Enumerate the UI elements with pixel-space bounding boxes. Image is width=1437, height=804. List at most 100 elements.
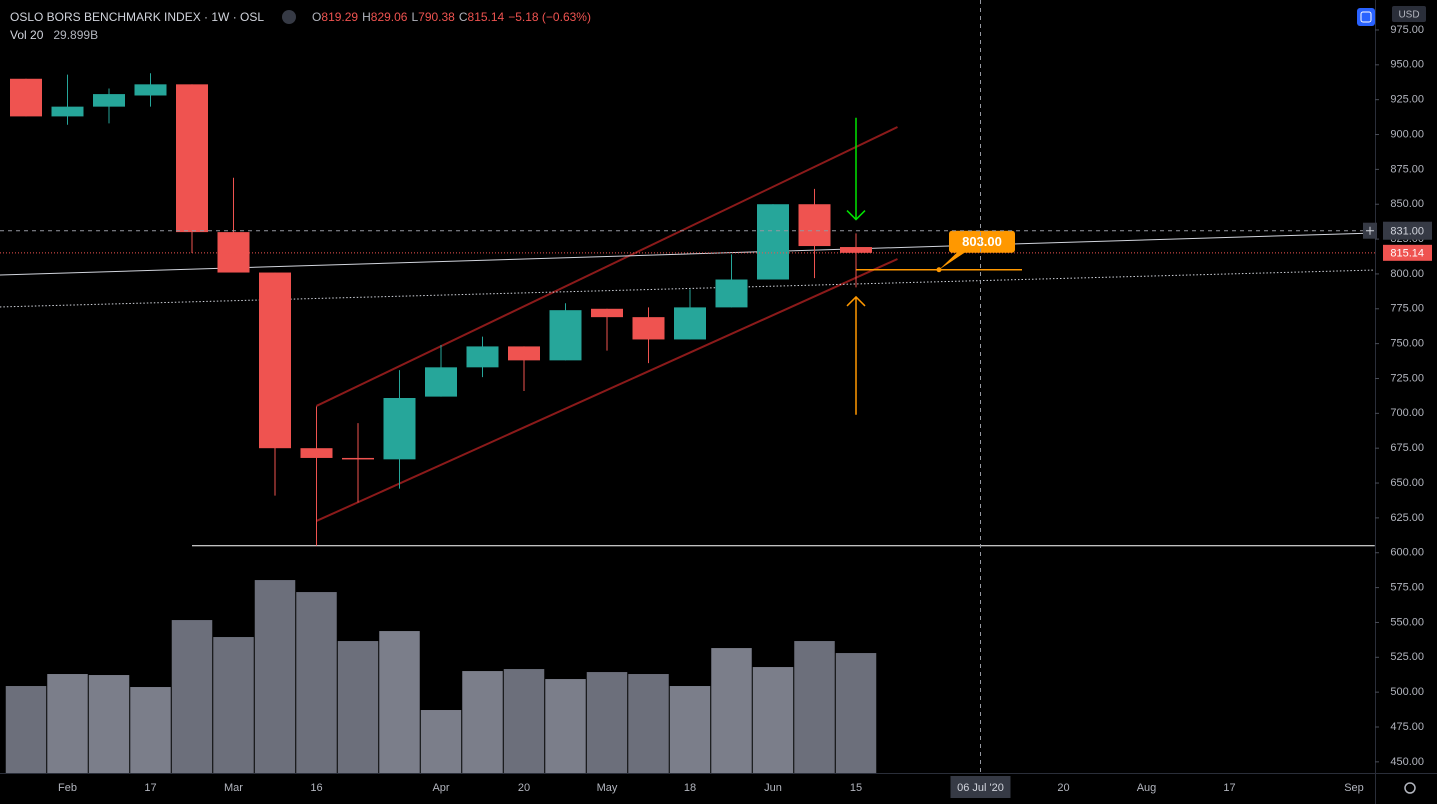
label-anchor — [936, 267, 942, 273]
y-tick-label: 850.00 — [1390, 198, 1424, 210]
plus-icon — [1366, 226, 1374, 235]
y-tick-label: 475.00 — [1390, 721, 1424, 733]
candle-body — [217, 232, 250, 273]
arrow — [846, 295, 866, 415]
volume-bar — [794, 641, 835, 773]
trend-line — [0, 232, 1375, 276]
y-tick-label: 450.00 — [1390, 756, 1424, 768]
y-tick-label: 950.00 — [1390, 59, 1424, 71]
trend-line — [316, 258, 898, 522]
x-tick-label: 16 — [310, 782, 322, 794]
candle-body — [508, 346, 540, 361]
x-tick-label: 15 — [850, 782, 862, 794]
volume-bar — [752, 667, 794, 773]
settings-icon[interactable] — [282, 10, 297, 24]
candle-body — [632, 317, 665, 340]
label-pointer — [939, 247, 972, 270]
crosshair-y-box — [1383, 221, 1432, 240]
last-price-box — [1383, 244, 1432, 261]
y-tick-label: 550.00 — [1390, 616, 1424, 628]
y-tick-label: 600.00 — [1390, 547, 1424, 559]
candle-body — [342, 457, 374, 460]
x-tick-label: 17 — [144, 782, 156, 794]
y-tick-label: 775.00 — [1390, 303, 1424, 315]
symbol-row: OSLO BORS BENCHMARK INDEX · 1W · OSL O 81… — [10, 8, 595, 26]
y-tick-label: 575.00 — [1390, 581, 1424, 593]
y-tick-label: 750.00 — [1390, 338, 1424, 350]
volume-name: Vol 20 — [10, 28, 44, 42]
label-box — [949, 230, 1015, 253]
volume-bar — [337, 641, 379, 773]
ohlc-key: O — [312, 10, 322, 24]
y-tick-label: 725.00 — [1390, 372, 1424, 384]
ohlc-key: C — [458, 10, 468, 24]
x-tick-label: Aug — [1137, 782, 1157, 794]
volume-bar — [88, 675, 130, 773]
volume-row: Vol 20 29.899B — [10, 26, 595, 44]
y-tick-label: 875.00 — [1390, 163, 1424, 175]
compare-button[interactable] — [1357, 8, 1375, 26]
volume-bar — [420, 710, 462, 773]
ohlc-key: H — [362, 10, 371, 24]
candle-body — [674, 307, 706, 340]
y-tick-label: 650.00 — [1390, 477, 1424, 489]
y-tick-label: 700.00 — [1390, 407, 1424, 419]
volume-bar — [47, 674, 88, 773]
x-tick-label: May — [597, 782, 618, 794]
volume-bar — [628, 674, 669, 773]
y-tick-label: 675.00 — [1390, 442, 1424, 454]
candle-body — [549, 310, 582, 361]
x-tick-label: 20 — [1057, 782, 1069, 794]
volume-bar — [669, 686, 711, 773]
candle-body — [259, 272, 291, 449]
last-price-label: 815.14 — [1390, 248, 1424, 260]
trend-line — [0, 269, 1375, 308]
x-tick-label: 18 — [684, 782, 696, 794]
x-tick-label: Mar — [224, 782, 243, 794]
trend-line — [316, 126, 898, 407]
crosshair-x-box — [950, 776, 1011, 798]
volume-bar — [503, 669, 545, 773]
arrow — [846, 117, 866, 221]
x-tick-label: 20 — [518, 782, 530, 794]
volume-bar — [254, 580, 296, 773]
x-tick-label: 17 — [1223, 782, 1235, 794]
y-tick-label: 800.00 — [1390, 268, 1424, 280]
x-tick-label: Apr — [432, 782, 449, 794]
y-tick-label: 625.00 — [1390, 512, 1424, 524]
crosshair-y-label: 831.00 — [1390, 226, 1424, 238]
ohlc-value: 829.06 — [370, 10, 408, 24]
volume-bar — [586, 672, 628, 773]
volume-bar — [171, 620, 213, 773]
x-tick-label: Sep — [1344, 782, 1364, 794]
candle-body — [93, 94, 125, 107]
candle-body — [715, 279, 748, 308]
currency-box[interactable] — [1392, 6, 1426, 22]
y-tick-label: 900.00 — [1390, 128, 1424, 140]
volume-value: 29.899B — [53, 28, 99, 42]
volume-bar — [130, 687, 171, 773]
candle-body — [466, 346, 499, 368]
candle-body — [300, 448, 333, 458]
volume-bar — [296, 592, 337, 773]
x-tick-label: Jun — [764, 782, 782, 794]
candle-body — [757, 204, 789, 280]
y-tick-label: 525.00 — [1390, 651, 1424, 663]
currency-label: USD — [1398, 10, 1419, 21]
x-tick-label: Feb — [58, 782, 77, 794]
volume-bar — [711, 648, 752, 773]
ohlc-value: 815.14 — [467, 10, 505, 24]
ohlc-key: L — [411, 10, 419, 24]
level-label: 803.00 — [962, 234, 1002, 249]
candle-body — [798, 204, 831, 247]
volume-bar — [5, 686, 47, 773]
settings-gear[interactable] — [1404, 782, 1416, 794]
volume-bar — [213, 637, 254, 773]
candle-body — [425, 367, 457, 397]
volume-bar — [462, 671, 503, 773]
volume-bar — [545, 679, 586, 773]
candle-body — [51, 106, 84, 117]
candle-body — [176, 84, 208, 233]
